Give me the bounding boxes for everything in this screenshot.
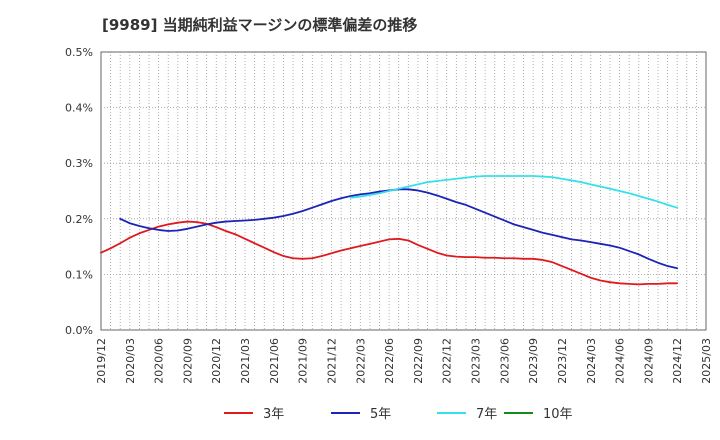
x-tick-label: 2021/09	[297, 338, 310, 384]
x-tick-label: 2023/06	[498, 338, 511, 384]
x-tick-label: 2023/12	[556, 338, 569, 384]
x-tick-label: 2023/09	[527, 338, 540, 384]
legend-label-3: 10年	[543, 407, 573, 422]
x-tick-label: 2021/06	[268, 338, 281, 384]
x-tick-label: 2024/12	[671, 338, 684, 384]
x-tick-label: 2024/09	[642, 338, 655, 384]
legend-label-2: 7年	[476, 407, 497, 422]
series-line-0	[100, 220, 679, 286]
legend: 3年 5年 7年 10年	[224, 407, 573, 422]
x-tick-label: 2020/09	[181, 338, 194, 384]
x-tick-label: 2022/03	[354, 338, 367, 384]
x-tick-label: 2020/03	[124, 338, 137, 384]
y-tick-label: 0.4%	[65, 102, 93, 115]
series-line-2	[349, 175, 679, 209]
y-tick-label: 0.2%	[65, 213, 93, 226]
x-tick-label: 2022/12	[441, 338, 454, 384]
chart-title: [9989] 当期純利益マージンの標準偏差の推移	[102, 16, 418, 34]
x-tick-label: 2022/06	[383, 338, 396, 384]
axes: 0.0% 0.1% 0.2% 0.3% 0.4% 0.5% 2019/12 2020/03 20…	[65, 46, 713, 384]
legend-label-0: 3年	[263, 407, 284, 422]
legend-label-1: 5年	[370, 407, 391, 422]
series-lines	[100, 175, 679, 286]
y-tick-label: 0.1%	[65, 268, 93, 281]
x-tick-label: 2022/09	[412, 338, 425, 384]
x-tick-label: 2025/03	[700, 338, 713, 384]
x-tick-label: 2021/03	[239, 338, 252, 384]
x-tick-label: 2023/03	[470, 338, 483, 384]
y-tick-label: 0.5%	[65, 46, 93, 59]
x-tick-label: 2021/12	[325, 338, 338, 384]
x-tick-label: 2020/06	[153, 338, 166, 384]
y-tick-label: 0.3%	[65, 157, 93, 170]
x-tick-label: 2020/12	[210, 338, 223, 384]
plot-area	[100, 51, 707, 331]
grid	[100, 51, 707, 331]
x-tick-label: 2024/03	[585, 338, 598, 384]
x-tick-label: 2019/12	[95, 338, 108, 384]
x-tick-label: 2024/06	[614, 338, 627, 384]
y-tick-label: 0.0%	[65, 324, 93, 337]
